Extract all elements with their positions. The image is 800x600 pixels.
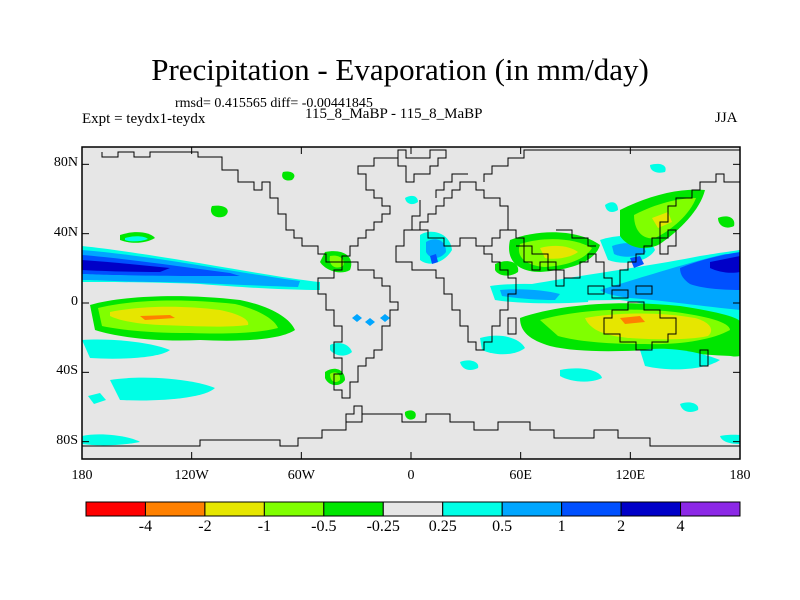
contour-sp-wet-1 bbox=[82, 339, 170, 359]
contour-sam-lightgreen bbox=[330, 372, 341, 382]
contour-wp-darkblue bbox=[710, 256, 740, 273]
colorbar bbox=[85, 501, 741, 517]
contour-nwp-yellow bbox=[652, 212, 672, 228]
contour-south-pacific-orange bbox=[140, 315, 175, 320]
contour-nw-green bbox=[210, 205, 228, 218]
case-subtitle: 115_8_MaBP - 115_8_MaBP bbox=[305, 106, 483, 122]
contour-arctic-green bbox=[282, 171, 295, 181]
contour-med-lightblue bbox=[426, 239, 446, 258]
coast-greenland bbox=[397, 149, 447, 183]
colorbar-label: 0.25 bbox=[428, 518, 457, 535]
lon-label: 120E bbox=[615, 468, 646, 483]
coast-antarctica bbox=[82, 413, 740, 447]
coast-arabia-india bbox=[516, 245, 565, 287]
contour-med-blue bbox=[430, 254, 438, 264]
coast-central-asia bbox=[556, 229, 596, 247]
contour-fields bbox=[82, 163, 740, 446]
contour-ind-ocean-lightblue bbox=[500, 289, 560, 300]
coastlines bbox=[82, 149, 740, 447]
contour-china-blue bbox=[630, 256, 644, 268]
coast-mediterranean bbox=[420, 229, 508, 247]
contour-nafr-cyan bbox=[405, 195, 418, 205]
colorbar-swatch bbox=[323, 501, 384, 517]
contour-asia-cyan bbox=[650, 163, 666, 173]
contour-sp-green-east bbox=[718, 340, 740, 357]
contour-sio-cyan-4 bbox=[460, 360, 479, 370]
colorbar-swatch bbox=[501, 501, 563, 517]
lon-label: 60W bbox=[287, 468, 315, 483]
lat-label: 0 bbox=[71, 294, 78, 309]
coast-indonesia-2 bbox=[611, 289, 629, 299]
rmsd-diff-stats: rmsd= 0.415565 diff= -0.00441845 bbox=[175, 96, 373, 111]
coast-australia bbox=[603, 301, 677, 351]
contour-atl-dot-2 bbox=[365, 318, 375, 326]
coast-madagascar bbox=[507, 317, 517, 335]
coast-europe-inner bbox=[435, 173, 468, 198]
experiment-label: Expt = teydx1-teydx bbox=[82, 111, 206, 127]
lat-label: 80S bbox=[56, 432, 78, 448]
contour-arabia-green bbox=[495, 261, 519, 276]
coast-eurasia-north bbox=[483, 149, 740, 182]
coast-indonesia-3 bbox=[635, 285, 653, 295]
colorbar-label: -2 bbox=[198, 518, 212, 535]
contour-south-pacific-yellow bbox=[110, 306, 249, 327]
colorbar-swatch bbox=[442, 501, 503, 517]
contour-sio-cyan-5 bbox=[680, 402, 699, 412]
contour-sp-wet-2 bbox=[110, 377, 215, 401]
contour-india-yellow bbox=[540, 245, 578, 259]
contour-atl-dot-1 bbox=[352, 314, 362, 322]
contour-np-green bbox=[718, 216, 735, 228]
contour-pacific-itcz-darkblue bbox=[82, 260, 170, 272]
contour-sio-cyan-1 bbox=[480, 335, 525, 355]
colorbar-swatch bbox=[85, 501, 146, 517]
contour-na-cyan bbox=[125, 236, 148, 242]
colorbar-swatch bbox=[561, 501, 622, 517]
lat-label: 40S bbox=[56, 363, 78, 379]
lat-label: 80N bbox=[53, 155, 78, 171]
lon-label: 60E bbox=[509, 468, 532, 483]
colorbar-swatch bbox=[263, 501, 325, 517]
colorbar-swatch bbox=[204, 501, 265, 517]
colorbar-swatch bbox=[620, 501, 682, 517]
axis-ticks bbox=[81, 147, 741, 459]
lon-label: 180 bbox=[729, 468, 751, 483]
coast-north-america bbox=[101, 150, 399, 263]
lon-label: 0 bbox=[407, 468, 415, 483]
colorbar-label: 2 bbox=[617, 518, 626, 535]
contour-sio-cyan-3 bbox=[560, 368, 602, 382]
coast-south-america bbox=[317, 261, 399, 399]
season-label: JJA bbox=[715, 110, 738, 126]
colorbar-swatch bbox=[144, 501, 206, 517]
contour-sio-yellow bbox=[585, 313, 712, 340]
coast-africa bbox=[395, 229, 517, 351]
colorbar-label: 0.5 bbox=[492, 518, 513, 535]
colorbar-swatch bbox=[680, 501, 741, 517]
colorbar-label: -0.25 bbox=[366, 518, 400, 535]
contour-so-cyan-1 bbox=[82, 434, 140, 446]
contour-nwp-cyan bbox=[605, 202, 618, 213]
lon-label: 180 bbox=[71, 468, 93, 483]
coast-indonesia-1 bbox=[587, 285, 605, 295]
contour-sp-wet-3 bbox=[330, 342, 352, 356]
colorbar-swatch bbox=[382, 501, 444, 517]
coast-nz bbox=[699, 349, 709, 367]
colorbar-label: -1 bbox=[257, 518, 272, 535]
lon-label: 120W bbox=[174, 468, 209, 483]
lat-label: 40N bbox=[53, 224, 78, 240]
colorbar-label: -0.5 bbox=[311, 518, 337, 535]
contour-sp-wet-4 bbox=[88, 393, 106, 404]
colorbar-label: 1 bbox=[557, 518, 566, 535]
colorbar-label: -4 bbox=[138, 518, 153, 535]
map-title: Precipitation - Evaporation (in mm/day) bbox=[151, 52, 649, 87]
coast-antarctic-peninsula bbox=[345, 405, 363, 422]
contour-sio-orange bbox=[620, 316, 645, 324]
contour-satl-green bbox=[404, 410, 416, 420]
contour-atl-dot-3 bbox=[380, 314, 390, 322]
colorbar-label: 4 bbox=[676, 518, 685, 535]
coast-japan bbox=[659, 229, 677, 255]
